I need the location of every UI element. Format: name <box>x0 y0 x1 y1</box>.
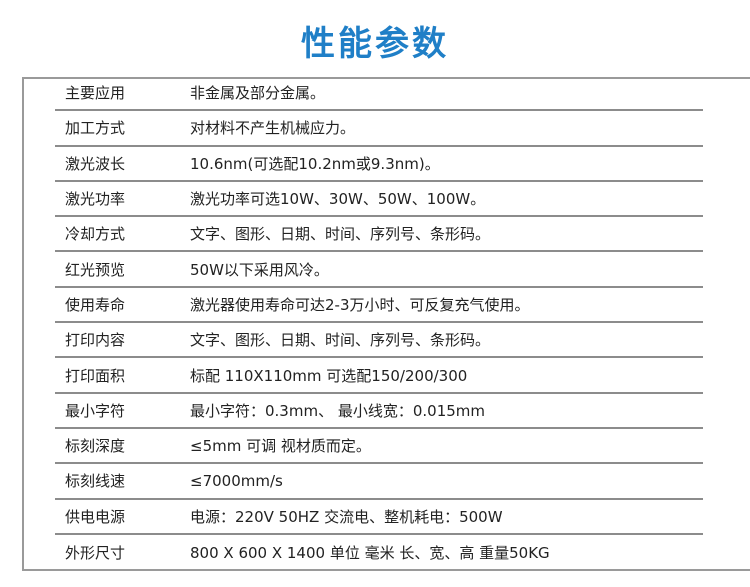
table-row: 标刻线速 ≤7000mm/s <box>55 464 703 500</box>
spec-value: 10.6nm(可选配10.2nm或9.3nm)。 <box>190 154 440 173</box>
table-row: 主要应用 非金属及部分金属。 <box>55 76 703 112</box>
table-row: 标刻深度 ≤5mm 可调 视材质而定。 <box>55 429 703 465</box>
spec-label: 打印内容 <box>65 331 126 350</box>
spec-label: 主要应用 <box>65 84 126 103</box>
table-row: 外形尺寸 800 X 600 X 1400 单位 毫米 长、宽、高 重量50KG <box>55 535 703 570</box>
spec-table-frame <box>22 77 750 571</box>
spec-label: 供电电源 <box>65 507 126 526</box>
spec-value: 800 X 600 X 1400 单位 毫米 长、宽、高 重量50KG <box>190 544 550 563</box>
spec-value: 电源：220V 50HZ 交流电、整机耗电：500W <box>190 507 503 526</box>
spec-label: 加工方式 <box>65 119 126 138</box>
spec-label: 标刻线速 <box>65 472 126 491</box>
spec-label: 最小字符 <box>65 401 126 420</box>
spec-label: 冷却方式 <box>65 225 126 244</box>
spec-value: 非金属及部分金属。 <box>190 84 326 103</box>
spec-value: 文字、图形、日期、时间、序列号、条形码。 <box>190 225 491 244</box>
table-row: 红光预览 50W以下采用风冷。 <box>55 253 703 288</box>
spec-label: 激光波长 <box>65 154 126 173</box>
spec-value: ≤5mm 可调 视材质而定。 <box>190 437 371 456</box>
table-row: 激光功率 激光功率可选10W、30W、50W、100W。 <box>55 182 703 218</box>
spec-value: 对材料不产生机械应力。 <box>190 119 356 138</box>
spec-value: 激光器使用寿命可达2-3万小时、可反复充气使用。 <box>190 295 530 314</box>
table-row: 激光波长 10.6nm(可选配10.2nm或9.3nm)。 <box>55 147 703 182</box>
spec-label: 标刻深度 <box>65 437 126 456</box>
spec-value: 50W以下采用风冷。 <box>190 260 329 279</box>
table-row: 冷却方式 文字、图形、日期、时间、序列号、条形码。 <box>55 217 703 253</box>
spec-label: 激光功率 <box>65 190 126 209</box>
table-row: 使用寿命 激光器使用寿命可达2-3万小时、可反复充气使用。 <box>55 288 703 324</box>
table-row: 最小字符 最小字符：0.3mm、 最小线宽：0.015mm <box>55 394 703 429</box>
table-row: 加工方式 对材料不产生机械应力。 <box>55 111 703 147</box>
table-row: 打印内容 文字、图形、日期、时间、序列号、条形码。 <box>55 323 703 359</box>
spec-label: 外形尺寸 <box>65 544 126 563</box>
page-title: 性能参数 <box>301 24 449 64</box>
table-row: 供电电源 电源：220V 50HZ 交流电、整机耗电：500W <box>55 500 703 535</box>
table-row: 打印面积 标配 110X110mm 可选配150/200/300 <box>55 358 703 394</box>
spec-value: 标配 110X110mm 可选配150/200/300 <box>190 366 468 385</box>
spec-value: 文字、图形、日期、时间、序列号、条形码。 <box>190 331 491 350</box>
spec-value: ≤7000mm/s <box>190 471 283 490</box>
spec-value: 最小字符：0.3mm、 最小线宽：0.015mm <box>190 401 486 420</box>
spec-label: 使用寿命 <box>65 295 126 314</box>
spec-label: 打印面积 <box>65 366 126 385</box>
spec-label: 红光预览 <box>65 260 126 279</box>
spec-value: 激光功率可选10W、30W、50W、100W。 <box>190 190 486 209</box>
